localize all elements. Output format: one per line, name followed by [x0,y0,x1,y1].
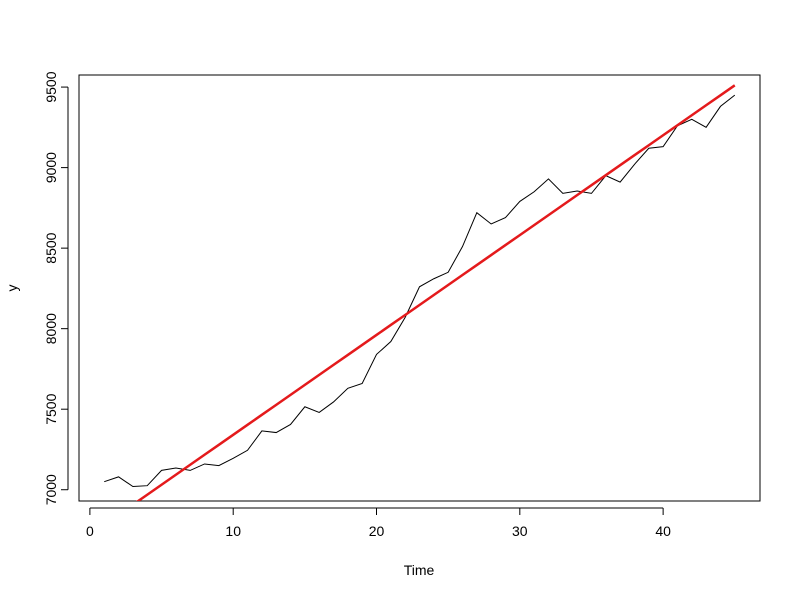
x-tick-label: 30 [512,523,528,539]
y-tick-label: 8000 [43,313,59,344]
y-tick-label: 9500 [43,71,59,102]
y-axis-label: y [4,285,20,292]
plot-area [104,84,736,501]
data-line [104,94,736,488]
x-tick-label: 10 [225,523,241,539]
data-line [136,84,736,501]
x-tick-label: 20 [369,523,385,539]
x-tick-label: 40 [655,523,671,539]
plot-frame [78,74,761,502]
y-tick-label: 8500 [43,232,59,263]
x-axis-label: Time [404,562,435,578]
y-tick-label: 7500 [43,393,59,424]
y-tick-label: 7000 [43,474,59,505]
x-tick-label: 0 [86,523,94,539]
y-tick-label: 9000 [43,152,59,183]
